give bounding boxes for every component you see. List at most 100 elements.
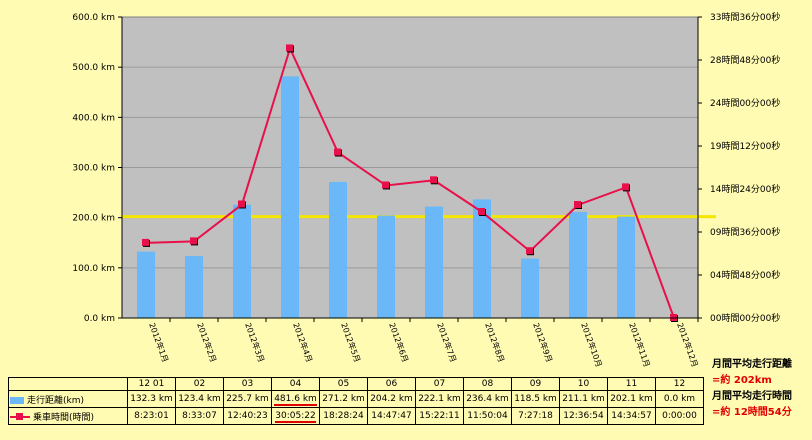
table-month-cell: 04	[271, 377, 320, 391]
bar	[617, 216, 635, 318]
time-point	[334, 148, 341, 156]
table-time-cell: 14:47:47	[367, 407, 416, 425]
table-time-cell: 0:00:00	[655, 407, 704, 425]
table-month-cell: 12	[655, 377, 704, 391]
time-point	[382, 181, 389, 189]
table-distance-cell: 271.2 km	[319, 390, 368, 408]
table-distance-cell: 222.1 km	[415, 390, 464, 408]
y-axis-right: 33時間36分00秒 28時間48分00秒 24時間00分00秒 19時間12分00秒…	[697, 11, 780, 324]
y-axis-left: 600.0 km 500.0 km 400.0 km 300.0 km 200.0 km…	[72, 13, 123, 324]
y-tick-label: 200.0 km	[72, 214, 115, 224]
y-tick-label: 500.0 km	[72, 63, 115, 73]
x-axis: 2012年1月 2012年2月 2012年3月 2012年4月 2012年5月 2012年…	[122, 317, 700, 368]
y2-tick-label: 19時間12分00秒	[710, 140, 780, 152]
table-time-cell: 18:28:24	[319, 407, 368, 425]
bar	[425, 206, 443, 318]
legend-time: 乗車時間(時間)	[8, 407, 128, 425]
table-distance-cell: 225.7 km	[223, 390, 272, 408]
table-distance-cell: 132.3 km	[127, 390, 176, 408]
legend-bar-swatch	[10, 396, 24, 404]
y-tick-label: 100.0 km	[72, 264, 115, 274]
bar	[377, 215, 395, 318]
table-distance-cell: 236.4 km	[463, 390, 512, 408]
table-distance-cell: 0.0 km	[655, 390, 704, 408]
table-month-cell: 03	[223, 377, 272, 391]
time-point	[478, 207, 485, 215]
time-point	[238, 200, 245, 208]
avg-distance-value: =約 202km	[712, 375, 772, 386]
table-corner	[8, 377, 128, 391]
avg-time-label: 月間平均走行時間	[712, 391, 792, 402]
time-line	[142, 44, 678, 322]
table-month-cell: 11	[607, 377, 656, 391]
x-tick-label: 2012年6月	[387, 321, 411, 363]
table-month-cell: 10	[559, 377, 608, 391]
y2-tick-label: 24時間00分00秒	[710, 97, 780, 109]
avg-distance-label: 月間平均走行距離	[712, 359, 792, 370]
table-time-cell: 30:05:22	[271, 407, 320, 425]
bar	[233, 204, 251, 318]
bar	[473, 199, 491, 318]
y-tick-label: 0.0 km	[84, 314, 115, 324]
time-point	[142, 238, 149, 246]
time-point	[526, 247, 533, 255]
table-month-cell: 08	[463, 377, 512, 391]
time-series-line	[145, 45, 675, 319]
table-row-distance: 走行距離(km) 132.3 km 123.4 km 225.7 km 481.6 k…	[8, 390, 704, 408]
table-month-cell: 09	[511, 377, 560, 391]
x-tick-label: 2012年9月	[531, 321, 555, 363]
y2-tick-label: 14時間24分00秒	[710, 183, 780, 195]
y-tick-label: 300.0 km	[72, 164, 115, 174]
x-tick-label: 2012年11月	[627, 321, 652, 368]
table-time-cell: 8:23:01	[127, 407, 176, 425]
summary-panel: 月間平均走行距離 =約 202km 月間平均走行時間 =約 12時間54分	[712, 357, 792, 421]
avg-time-value: =約 12時間54分	[712, 407, 792, 418]
bar	[185, 256, 203, 318]
time-point	[574, 200, 581, 208]
table-distance-cell: 204.2 km	[367, 390, 416, 408]
time-point	[286, 44, 293, 52]
chart: 600.0 km 500.0 km 400.0 km 300.0 km 200.0 km…	[72, 11, 780, 368]
table-distance-cell: 481.6 km	[271, 390, 320, 408]
bar	[281, 76, 299, 318]
y2-tick-label: 28時間48分00秒	[710, 54, 780, 66]
table-time-cell: 7:27:18	[511, 407, 560, 425]
table-time-cell: 11:50:04	[463, 407, 512, 425]
table-time-cell: 12:40:23	[223, 407, 272, 425]
legend-line-swatch	[10, 412, 30, 422]
x-tick-label: 2012年10月	[579, 321, 604, 368]
bar	[137, 251, 155, 318]
distance-bars	[137, 76, 635, 318]
y-tick-label: 400.0 km	[72, 113, 115, 123]
table-row-time: 乗車時間(時間) 8:23:01 8:33:07 12:40:23 30:05:22 1…	[8, 407, 704, 425]
table-time-cell: 8:33:07	[175, 407, 224, 425]
y2-tick-label: 33時間36分00秒	[710, 11, 780, 23]
bar	[329, 181, 347, 318]
table-distance-cell: 123.4 km	[175, 390, 224, 408]
table-distance-cell: 118.5 km	[511, 390, 560, 408]
table-distance-cell: 211.1 km	[559, 390, 608, 408]
bar	[521, 258, 539, 318]
table-time-cell: 14:34:57	[607, 407, 656, 425]
x-tick-label: 2012年12月	[675, 321, 700, 368]
table-header-row: 12 01 02 03 04 05 06 07 08 09 10 11 12	[8, 377, 704, 391]
y2-tick-label: 09時間36分00秒	[710, 226, 780, 238]
x-tick-label: 2012年2月	[195, 321, 219, 363]
y2-tick-label: 00時間00分00秒	[710, 312, 780, 324]
table-distance-cell: 202.1 km	[607, 390, 656, 408]
table-month-cell: 02	[175, 377, 224, 391]
x-tick-label: 2012年3月	[243, 321, 267, 363]
legend-distance: 走行距離(km)	[8, 390, 128, 408]
bar	[569, 212, 587, 318]
legend-distance-label: 走行距離(km)	[27, 395, 85, 406]
time-point	[622, 183, 629, 191]
table-month-cell: 06	[367, 377, 416, 391]
table-month-cell: 05	[319, 377, 368, 391]
data-table: 12 01 02 03 04 05 06 07 08 09 10 11 12 走行距離(km) 132…	[8, 377, 704, 425]
y2-tick-label: 04時間48分00秒	[710, 269, 780, 281]
table-time-cell: 12:36:54	[559, 407, 608, 425]
y-tick-label: 600.0 km	[72, 13, 115, 23]
table-month-cell: 07	[415, 377, 464, 391]
time-point	[430, 176, 437, 184]
time-point	[190, 237, 197, 245]
